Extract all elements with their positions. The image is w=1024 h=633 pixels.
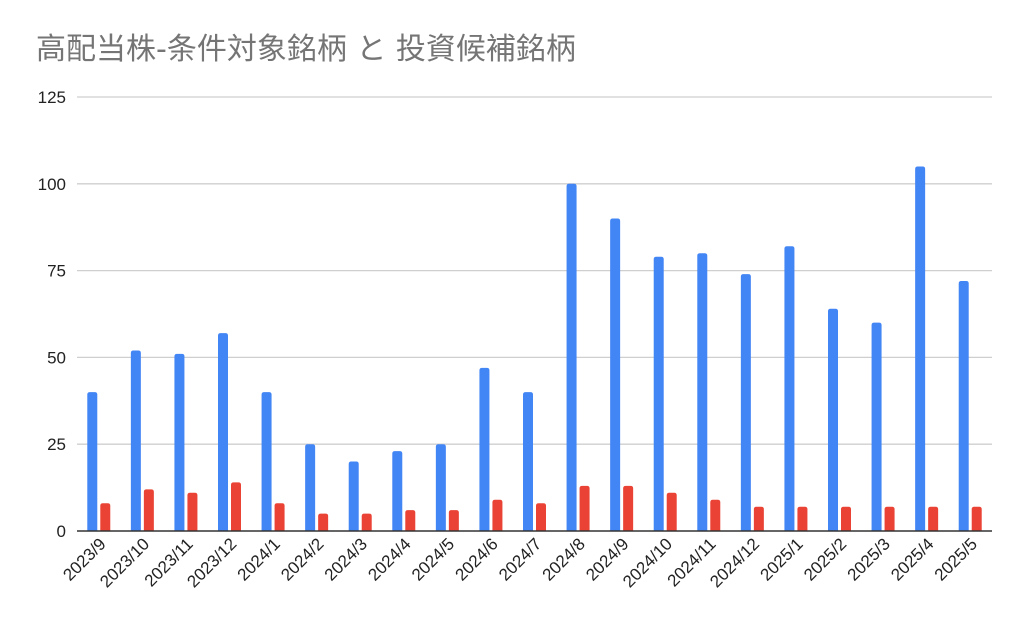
bar-series2-2023/12	[231, 482, 241, 531]
bar-series1-2023/10	[130, 350, 141, 531]
bar-series2-2023/9	[100, 503, 111, 531]
bar-series1-2024/8	[566, 183, 577, 532]
bar-series1-2024/2	[305, 444, 316, 531]
bar-series1-2023/9	[87, 392, 98, 531]
bar-series1-2025/3	[871, 322, 882, 531]
bar-series2-2024/1	[274, 503, 285, 531]
x-tick-label: 2024/12	[706, 534, 763, 591]
bar-series2-2024/5	[448, 510, 459, 531]
x-tick-label: 2023/10	[96, 534, 153, 591]
bar-series1-2025/1	[784, 246, 795, 531]
bar-series1-2024/11	[697, 253, 708, 532]
x-tick-label: 2024/7	[495, 534, 545, 584]
bars	[87, 166, 982, 532]
x-tick-label: 2024/4	[364, 534, 414, 584]
x-tick-label: 2024/2	[277, 534, 327, 584]
bar-series2-2024/4	[405, 510, 416, 531]
x-tick-label: 2024/6	[452, 534, 502, 584]
bar-series1-2024/10	[653, 256, 664, 531]
bar-series1-2024/6	[479, 367, 490, 531]
y-tick-label: 0	[57, 522, 66, 541]
bar-series2-2024/9	[623, 485, 634, 531]
grid-lines	[77, 96, 992, 445]
bar-series2-2023/10	[143, 489, 154, 531]
bar-series1-2024/4	[392, 451, 403, 531]
bar-series1-2024/12	[740, 274, 751, 531]
bar-series1-2024/3	[348, 461, 359, 531]
bar-series1-2024/1	[261, 392, 272, 531]
chart-title: 高配当株-条件対象銘柄 と 投資候補銘柄	[36, 32, 576, 67]
bar-series2-2025/4	[928, 506, 939, 531]
bar-series2-2024/12	[753, 506, 764, 531]
bar-series2-2023/11	[187, 492, 198, 531]
bar-series2-2025/1	[797, 506, 808, 531]
bar-series2-2024/7	[536, 503, 546, 531]
x-tick-label: 2024/3	[321, 534, 371, 584]
bar-series2-2024/2	[318, 513, 329, 531]
bar-series2-2024/10	[666, 492, 677, 531]
bar-series2-2024/6	[492, 499, 503, 531]
bar-series2-2024/11	[710, 499, 721, 531]
y-tick-label: 125	[38, 88, 66, 107]
bar-series1-2023/12	[218, 333, 228, 531]
x-tick-label: 2024/1	[234, 534, 284, 584]
y-tick-label: 25	[47, 435, 66, 454]
bar-series2-2025/3	[884, 506, 895, 531]
bar-series1-2024/7	[523, 392, 533, 531]
bar-series1-2025/4	[915, 166, 926, 531]
x-axis-tick-labels: 2023/92023/102023/112023/122024/12024/22…	[59, 534, 981, 591]
bar-series2-2025/2	[841, 506, 851, 531]
bar-series2-2024/3	[361, 513, 372, 531]
bar-series1-2024/9	[610, 218, 621, 531]
y-axis-tick-labels: 0 25 50 75 100 125	[38, 88, 66, 541]
x-tick-label: 2025/3	[844, 534, 894, 584]
y-tick-label: 50	[47, 348, 66, 367]
bar-series2-2024/8	[579, 485, 590, 531]
x-tick-label: 2024/8	[539, 534, 589, 584]
bar-series2-2025/5	[971, 506, 982, 531]
x-tick-label: 2025/2	[800, 534, 850, 584]
x-tick-label: 2025/1	[757, 534, 807, 584]
x-tick-label: 2024/10	[619, 534, 676, 591]
x-tick-label: 2025/5	[931, 534, 981, 584]
x-tick-label: 2024/5	[408, 534, 458, 584]
x-tick-label: 2025/4	[887, 534, 937, 584]
y-tick-label: 75	[47, 262, 66, 281]
bar-series1-2024/5	[435, 444, 446, 531]
y-tick-label: 100	[38, 175, 66, 194]
bar-series1-2025/5	[958, 281, 969, 531]
bar-series1-2025/2	[828, 308, 838, 531]
x-tick-label: 2023/12	[183, 534, 240, 591]
bar-series1-2023/11	[174, 353, 185, 531]
